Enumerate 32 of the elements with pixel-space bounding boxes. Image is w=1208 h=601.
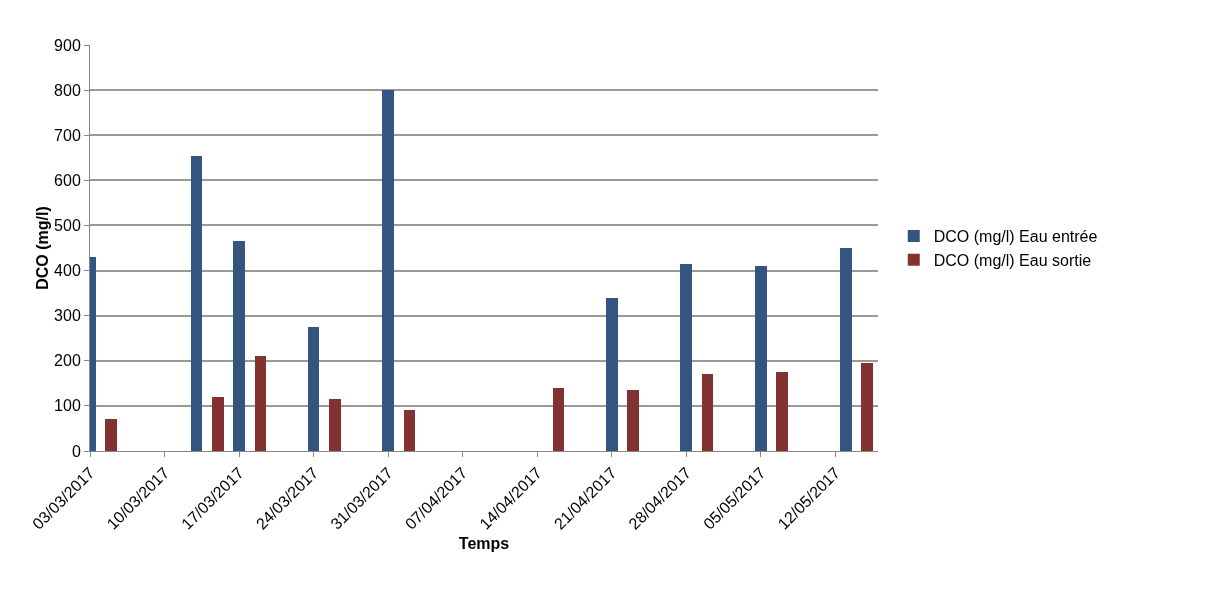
y-tick-label: 300 — [54, 307, 81, 325]
bar — [191, 156, 202, 451]
legend-label: DCO (mg/l) Eau sortie — [933, 251, 1092, 269]
bar — [329, 399, 341, 451]
y-axis-title: DCO (mg/l) — [34, 206, 51, 290]
y-tick-label: 900 — [54, 36, 81, 54]
bar — [404, 410, 415, 451]
bar — [680, 264, 692, 451]
bar — [255, 356, 266, 451]
bar — [776, 372, 788, 451]
y-tick-label: 600 — [54, 171, 81, 189]
y-tick-label: 400 — [54, 262, 81, 280]
bar — [861, 363, 873, 451]
bar — [212, 397, 224, 451]
y-tick-label: 0 — [71, 442, 81, 460]
legend-label: DCO (mg/l) Eau entrée — [933, 228, 1098, 246]
bar — [627, 390, 639, 451]
bar — [382, 90, 394, 451]
y-tick-label: 700 — [54, 126, 81, 144]
bar — [702, 374, 713, 451]
bar — [553, 388, 564, 451]
y-tick-label: 800 — [54, 81, 81, 99]
bar — [840, 248, 852, 451]
x-axis-title: Temps — [458, 534, 510, 552]
y-tick-label: 100 — [54, 397, 81, 415]
y-tick-label: 200 — [54, 352, 81, 370]
bar — [105, 419, 117, 451]
bar — [308, 327, 319, 451]
bar — [755, 266, 767, 451]
bar — [233, 241, 245, 451]
bar — [606, 298, 618, 451]
y-tick-label: 500 — [54, 217, 81, 235]
